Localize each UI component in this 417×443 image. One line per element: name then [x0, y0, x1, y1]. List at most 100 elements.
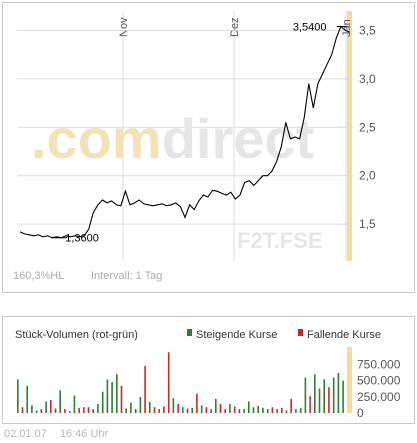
volume-bar	[50, 400, 52, 413]
footer-time: 16:46 Uhr	[59, 428, 109, 440]
price-chart-panel: Nov Dez Jan 1,5 2,0 2,5 3,0 3,5 .comdirect F2T.FS…	[2, 2, 415, 293]
volume-bar	[318, 388, 321, 413]
volume-bar	[59, 390, 61, 413]
volume-chart-panel: Stück-Volumen (rot-grün) Steigende Kurse F…	[2, 316, 415, 424]
volume-bar	[167, 352, 170, 413]
volume-bar	[125, 408, 127, 413]
volume-bar	[54, 408, 57, 413]
volume-bar	[200, 405, 203, 414]
volume-bar	[134, 409, 137, 413]
volume-bar	[257, 405, 259, 413]
volume-chart: Stück-Volumen (rot-grün) Steigende Kurse F…	[15, 329, 401, 420]
volume-bar	[172, 398, 175, 413]
volume-bar	[45, 401, 47, 413]
volume-bar	[224, 409, 226, 413]
price-line	[19, 25, 351, 239]
x-tick-label: Dez	[229, 17, 241, 37]
volume-y-tick-label: 500.000	[357, 374, 401, 388]
volume-bar	[309, 396, 311, 413]
volume-bar	[252, 407, 255, 413]
volume-bar	[219, 404, 222, 413]
footer-timestamp: 02.01.07 16:46 Uhr	[4, 428, 118, 440]
volume-bar	[111, 382, 113, 413]
volume-bar	[243, 409, 245, 413]
volume-bar	[205, 407, 208, 413]
volume-bar	[248, 401, 250, 413]
volume-bar	[285, 410, 288, 413]
legend-label: Fallende Kurse	[307, 329, 381, 341]
volume-bar	[177, 404, 179, 413]
volume-y-tick-label: 250.000	[357, 390, 401, 404]
low-annotation: 1,3600	[65, 233, 99, 245]
volume-bar	[314, 374, 316, 414]
volume-bar	[97, 404, 99, 413]
legend-swatch	[187, 329, 192, 336]
volume-bar	[116, 374, 118, 414]
volume-bar	[31, 405, 33, 414]
volume-bar	[215, 398, 217, 413]
volume-bar	[262, 407, 264, 413]
watermark-symbol: F2T.FSE	[237, 228, 323, 253]
volume-bar	[78, 407, 80, 413]
current-day-highlight	[347, 11, 352, 261]
volume-bar	[186, 408, 189, 413]
volume-bar	[40, 409, 43, 413]
volume-bar	[120, 385, 123, 413]
range-info: 160,3%HL	[13, 270, 64, 282]
volume-title: Stück-Volumen (rot-grün)	[15, 329, 138, 341]
volume-bar	[17, 379, 19, 413]
volume-bar	[101, 391, 104, 413]
price-chart: Nov Dez Jan 1,5 2,0 2,5 3,0 3,5 .comdirect F2T.FS…	[13, 11, 376, 282]
volume-bar	[106, 379, 109, 413]
volume-bar	[276, 409, 278, 413]
volume-bar	[182, 407, 184, 413]
volume-bar	[323, 379, 325, 413]
watermark-logo: .comdirect	[31, 107, 314, 170]
volume-bar	[149, 402, 151, 413]
volume-bar	[210, 409, 212, 413]
legend-label: Steigende Kurse	[196, 329, 277, 341]
y-tick-label: 3,0	[359, 72, 376, 86]
volume-bar	[328, 387, 330, 413]
volume-bar	[290, 398, 292, 413]
volume-bar	[26, 385, 28, 413]
volume-bar	[332, 377, 335, 413]
volume-bar	[191, 407, 193, 413]
y-tick-label: 2,5	[359, 120, 376, 134]
footer-date: 02.01.07	[4, 428, 47, 440]
volume-bar	[238, 409, 241, 413]
volume-y-tick-label: 750.000	[357, 358, 401, 372]
volume-bar	[130, 402, 132, 413]
volume-bar	[139, 396, 142, 413]
volume-bar	[73, 395, 76, 413]
volume-bar	[299, 407, 302, 413]
volume-bar	[144, 365, 146, 413]
y-tick-label: 2,0	[359, 169, 376, 183]
volume-bar	[92, 409, 94, 413]
volume-bar	[64, 409, 66, 413]
volume-bar	[229, 404, 231, 413]
volume-bar	[153, 407, 156, 413]
volume-bar	[281, 407, 283, 413]
x-tick-label: Nov	[118, 17, 130, 37]
volume-bar	[233, 406, 236, 413]
volume-bar	[35, 410, 38, 413]
current-day-highlight	[347, 347, 352, 413]
y-tick-label: 3,5	[359, 23, 376, 37]
watermark-logo-right: direct	[162, 107, 315, 170]
volume-bar	[271, 407, 274, 413]
volume-bar	[337, 373, 340, 413]
volume-y-tick-label: 0	[357, 406, 364, 420]
volume-bar	[196, 393, 198, 413]
volume-bar	[68, 411, 71, 413]
y-tick-label: 1,5	[359, 217, 376, 231]
watermark-logo-left: .com	[31, 107, 162, 170]
volume-bar	[304, 377, 307, 413]
volume-bar	[21, 407, 24, 413]
high-annotation: 3,5400	[293, 22, 327, 34]
volume-bar	[158, 409, 160, 413]
volume-bar	[266, 409, 269, 413]
legend-swatch	[298, 329, 303, 336]
interval-info: Intervall: 1 Tag	[91, 270, 162, 282]
volume-bar	[163, 406, 165, 413]
